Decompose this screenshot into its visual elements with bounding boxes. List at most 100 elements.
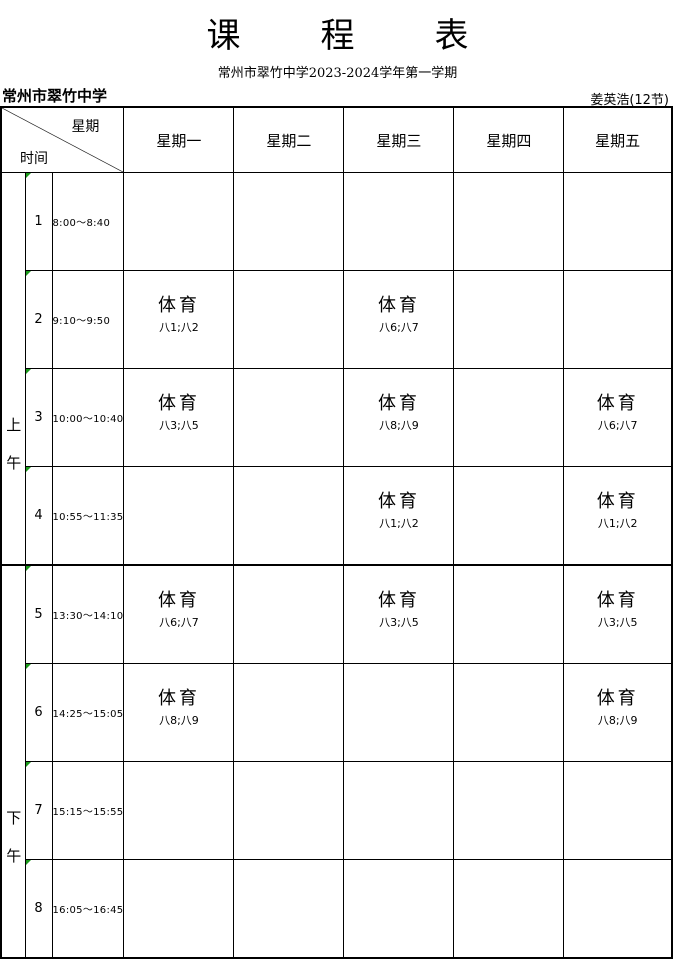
empty-cell[interactable]: [123, 859, 235, 959]
empty-cell[interactable]: [123, 466, 235, 566]
course-cell[interactable]: 体育 八6;八7: [563, 368, 673, 467]
period-number: 4: [24, 466, 53, 566]
empty-cell[interactable]: [343, 663, 455, 762]
period-row: 4 10:55～11:35 体育 八1;八2 体育 八1;八2: [1, 466, 673, 566]
empty-cell[interactable]: [233, 466, 345, 566]
course-name: 体育: [157, 294, 200, 316]
empty-cell[interactable]: [233, 172, 345, 271]
period-time: 8:00～8:40: [51, 172, 125, 271]
empty-cell[interactable]: [233, 564, 345, 664]
period-number-text: 2: [34, 312, 43, 327]
period-number: 5: [24, 564, 53, 664]
header-row: 星期 时间 星期一 星期二 星期三 星期四 星期五: [0, 106, 673, 173]
course-cell[interactable]: 体育 八6;八7: [343, 270, 455, 369]
empty-cell[interactable]: [233, 859, 345, 959]
period-row: 下午 5 13:30～14:10 体育 八6;八7 体育 八3;八5 体育 八3;八5: [0, 564, 673, 959]
empty-cell[interactable]: [233, 761, 345, 860]
period-time: 13:30～14:10: [51, 564, 125, 664]
period-time: 14:25～15:05: [51, 663, 125, 762]
schedule-table: 星期 时间 星期一 星期二 星期三 星期四 星期五 上午 1 8:00～8:40 2 9:…: [0, 106, 673, 959]
period-number-text: 1: [34, 214, 43, 229]
empty-cell[interactable]: [453, 663, 565, 762]
title-char: 课: [206, 16, 241, 56]
course-name: 体育: [377, 490, 420, 512]
course-cell[interactable]: 体育八8;八9: [123, 663, 235, 762]
course-cell[interactable]: 体育八3;八5: [123, 368, 235, 467]
course-name: 体育: [596, 687, 639, 709]
empty-cell[interactable]: [563, 761, 673, 860]
course-cell[interactable]: 体育 八3;八5: [563, 564, 673, 664]
half-day-text: 上午: [6, 415, 22, 472]
period-time: 10:00～10:40: [51, 368, 125, 467]
course-name: 体育: [157, 392, 200, 414]
empty-cell[interactable]: [343, 172, 455, 271]
empty-cell[interactable]: [453, 172, 565, 271]
course-name: 体育: [377, 294, 420, 316]
empty-cell[interactable]: [563, 172, 673, 271]
half-day-label: 下午: [0, 564, 26, 959]
period-time: 10:55～11:35: [51, 466, 125, 566]
empty-cell[interactable]: [233, 368, 345, 467]
course-classes: 八1;八2: [379, 516, 419, 530]
period-time: 9:10～9:50: [51, 270, 125, 369]
course-classes: 八3;八5: [159, 418, 199, 432]
subtitle: 常州市翠竹中学2023-2024学年第一学期: [217, 66, 458, 81]
period-time: 16:05～16:45: [51, 859, 125, 959]
empty-cell[interactable]: [453, 761, 565, 860]
page-title: 课程表: [0, 8, 675, 57]
comment-marker-icon: [25, 467, 31, 472]
title-char: 表: [434, 16, 469, 56]
course-cell[interactable]: 体育 八3;八5: [343, 564, 455, 664]
empty-cell[interactable]: [453, 368, 565, 467]
half-day-label: 上午: [0, 172, 26, 566]
day-header: 星期四: [453, 106, 565, 173]
empty-cell[interactable]: [123, 761, 235, 860]
empty-cell[interactable]: [453, 270, 565, 369]
course-classes: 八6;八7: [597, 418, 638, 432]
comment-marker-icon: [25, 271, 31, 276]
title-char: 程: [320, 16, 355, 56]
period-row: 上午 1 8:00～8:40: [0, 172, 673, 566]
empty-cell[interactable]: [343, 761, 455, 860]
school-name: 常州市翠竹中学: [2, 87, 108, 105]
course-name: 体育: [157, 687, 200, 709]
empty-cell[interactable]: [453, 564, 565, 664]
period-number-text: 6: [34, 705, 43, 720]
period-number: 2: [24, 270, 53, 369]
day-header: 星期一: [123, 106, 235, 173]
empty-cell[interactable]: [233, 663, 345, 762]
empty-cell[interactable]: [123, 172, 235, 271]
course-cell[interactable]: 体育 八8;八9: [563, 663, 673, 762]
teacher-name: 姜英浩(12节): [590, 93, 669, 108]
empty-cell[interactable]: [453, 859, 565, 959]
comment-marker-icon: [25, 762, 31, 767]
comment-marker-icon: [25, 369, 31, 374]
period-number: 7: [24, 761, 53, 860]
course-cell[interactable]: 体育 八1;八2: [563, 466, 673, 566]
comment-marker-icon: [25, 860, 31, 865]
empty-cell[interactable]: [453, 466, 565, 566]
empty-cell[interactable]: [343, 859, 455, 959]
period-row: 3 10:00～10:40 体育 八3;八5 体育 八8;八9 体育 八6;八7: [1, 368, 673, 467]
empty-cell[interactable]: [233, 270, 345, 369]
course-classes: 八8;八9: [159, 713, 199, 727]
period-number: 6: [24, 663, 53, 762]
course-name: 体育: [377, 589, 420, 611]
course-classes: 八1;八2: [159, 320, 199, 334]
time-axis-label: 时间: [20, 151, 48, 167]
course-cell[interactable]: 体育八1;八2: [123, 270, 235, 369]
comment-marker-icon: [25, 664, 31, 669]
course-classes: 八1;八2: [597, 516, 638, 530]
half-day-text: 下午: [6, 808, 22, 865]
empty-cell[interactable]: [563, 859, 673, 959]
course-cell[interactable]: 体育八1;八2: [343, 466, 455, 566]
period-time: 15:15～15:55: [51, 761, 125, 860]
period-number-text: 8: [34, 901, 43, 916]
course-cell[interactable]: 体育 八6;八7: [123, 564, 235, 664]
course-cell[interactable]: 体育 八8;八9: [343, 368, 455, 467]
period-number: 1: [24, 172, 53, 271]
day-header: 星期三: [343, 106, 455, 173]
period-number-text: 7: [34, 803, 43, 818]
empty-cell[interactable]: [563, 270, 673, 369]
diagonal-header-cell: 星期 时间: [0, 106, 125, 173]
